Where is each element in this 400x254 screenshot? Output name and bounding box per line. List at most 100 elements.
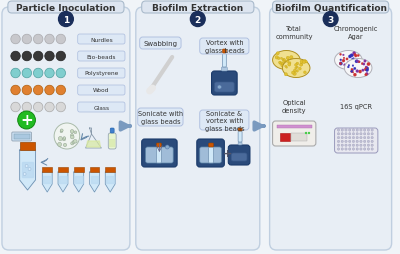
Circle shape [356,129,358,132]
Circle shape [279,62,282,65]
FancyBboxPatch shape [197,139,224,167]
Circle shape [11,52,20,61]
Circle shape [45,69,54,78]
Circle shape [356,141,358,143]
Circle shape [281,63,284,66]
Polygon shape [86,141,100,147]
Circle shape [337,145,340,147]
Text: Swabbing: Swabbing [143,41,177,47]
Circle shape [34,52,43,61]
Circle shape [371,129,373,132]
FancyBboxPatch shape [78,103,125,113]
Text: Vortex with
glass beads: Vortex with glass beads [204,40,244,54]
Circle shape [11,103,20,112]
Circle shape [358,62,360,64]
Circle shape [356,70,359,73]
Circle shape [45,52,54,61]
FancyBboxPatch shape [209,147,214,163]
Circle shape [360,137,362,139]
Circle shape [292,72,294,75]
FancyBboxPatch shape [238,142,242,146]
Circle shape [364,133,366,135]
Circle shape [70,130,74,134]
Circle shape [341,148,344,151]
Text: Wood: Wood [93,88,110,93]
Text: Nurdles: Nurdles [90,37,113,42]
Circle shape [62,138,66,141]
FancyBboxPatch shape [334,129,378,153]
Circle shape [364,60,366,63]
Circle shape [348,62,350,64]
Circle shape [275,56,278,60]
FancyBboxPatch shape [270,8,392,250]
Circle shape [54,123,80,149]
Circle shape [70,134,73,137]
Circle shape [360,129,362,132]
Circle shape [352,137,355,139]
FancyBboxPatch shape [212,72,237,96]
Circle shape [292,65,294,66]
FancyBboxPatch shape [222,54,226,68]
Circle shape [356,133,358,135]
Circle shape [356,64,359,67]
Polygon shape [86,129,101,148]
Ellipse shape [282,59,310,78]
Bar [276,125,312,129]
Circle shape [341,141,344,143]
Text: 3: 3 [328,15,334,24]
Circle shape [352,145,355,147]
Circle shape [342,60,345,63]
Circle shape [296,67,298,69]
Circle shape [282,63,284,66]
Text: Total
community: Total community [276,26,313,40]
Circle shape [58,137,62,141]
Circle shape [354,62,358,65]
Circle shape [288,64,291,67]
Circle shape [339,62,342,66]
FancyBboxPatch shape [200,147,222,163]
Circle shape [348,62,350,64]
Circle shape [287,60,290,64]
Circle shape [371,145,373,147]
FancyBboxPatch shape [200,39,249,55]
Circle shape [367,141,370,143]
Bar [90,167,99,172]
FancyBboxPatch shape [146,147,173,163]
Circle shape [11,35,20,45]
Circle shape [341,133,344,135]
FancyBboxPatch shape [142,2,254,14]
Circle shape [362,70,364,72]
Circle shape [350,55,353,58]
Circle shape [305,61,308,64]
Bar [74,167,84,172]
Polygon shape [22,162,34,177]
Circle shape [56,35,66,45]
FancyBboxPatch shape [156,147,161,163]
FancyBboxPatch shape [108,133,116,149]
Circle shape [281,65,284,68]
Circle shape [348,56,352,59]
Circle shape [296,63,299,66]
Circle shape [365,67,369,71]
Polygon shape [43,176,51,183]
Circle shape [294,64,297,67]
FancyBboxPatch shape [228,146,250,165]
Circle shape [358,71,362,74]
Circle shape [340,54,342,56]
FancyBboxPatch shape [110,129,114,133]
Circle shape [71,142,74,145]
FancyBboxPatch shape [140,38,181,50]
Circle shape [45,86,54,96]
Circle shape [74,140,77,144]
Circle shape [22,86,32,96]
FancyBboxPatch shape [238,129,242,132]
Circle shape [345,133,347,135]
Circle shape [339,63,342,66]
Circle shape [22,35,32,45]
Text: Glass: Glass [93,105,110,110]
Circle shape [352,58,355,61]
FancyBboxPatch shape [12,133,32,141]
Circle shape [58,12,73,27]
Ellipse shape [344,59,372,78]
Circle shape [288,62,291,65]
